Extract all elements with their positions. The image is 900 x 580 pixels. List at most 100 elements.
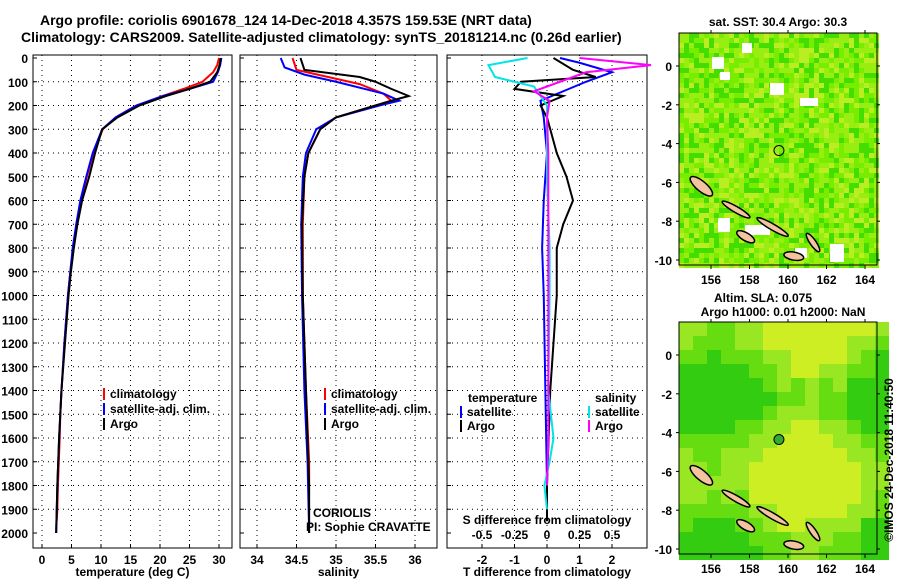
map-pixel [834,118,839,123]
map-pixel [819,173,824,178]
map-pixel [805,546,819,560]
map-pixel [809,168,814,173]
map-pixel [769,218,774,223]
map-pixel [779,123,784,128]
map-pixel [849,113,854,118]
map-pixel [694,133,699,138]
map-pixel [789,68,794,73]
map-pixel [735,462,749,476]
map-pixel [864,148,869,153]
map-pixel [794,238,799,243]
map-pixel [714,243,719,248]
map-pixel [709,233,714,238]
map-pixel [754,253,759,258]
map-pixel [849,153,854,158]
map-pixel [794,48,799,53]
map-pixel [789,193,794,198]
map-pixel [709,228,714,233]
map-pixel [844,198,849,203]
map-pixel [734,103,739,108]
map-pixel [764,238,769,243]
map-pixel [839,98,844,103]
map-pixel [804,148,809,153]
map-pixel [735,336,749,350]
map-pixel [779,78,784,83]
map-pixel [714,118,719,123]
missing-data-patch [830,244,844,262]
map-pixel [729,33,734,38]
map-pixel [809,88,814,93]
map-pixel [829,148,834,153]
map-pixel [844,178,849,183]
map-pixel [839,203,844,208]
map-pixel [684,203,689,208]
map-pixel [854,138,859,143]
map-pixel [754,133,759,138]
map-pixel [749,253,754,258]
map-pixel [769,33,774,38]
map-pixel [854,133,859,138]
map-pixel [809,43,814,48]
map-pixel [759,68,764,73]
map-pixel [759,178,764,183]
map-pixel [799,158,804,163]
map-pixel [833,490,847,504]
map-pixel [875,336,889,350]
map-pixel [869,33,874,38]
map-pixel [679,392,693,406]
map-pixel [799,108,804,113]
map-pixel [824,188,829,193]
map-pixel [784,58,789,63]
map-pixel [689,173,694,178]
map-pixel [869,168,874,173]
map-pixel [804,123,809,128]
map-pixel [819,248,824,253]
y-tick-label: 900 [8,266,28,280]
map-pixel [784,198,789,203]
map-pixel [847,392,861,406]
map-pixel [694,103,699,108]
map-pixel [819,518,833,532]
map-pixel [719,243,724,248]
map-pixel [844,148,849,153]
map-pixel [849,183,854,188]
map-pixel [809,253,814,258]
map-pixel [844,228,849,233]
map-pixel [679,108,684,113]
map-pixel [714,143,719,148]
map-pixel [864,93,869,98]
map-pixel [814,188,819,193]
map-pixel [875,392,889,406]
map-pixel [789,128,794,133]
map-pixel [764,208,769,213]
map-pixel [849,218,854,223]
map-pixel [699,153,704,158]
map-pixel [819,148,824,153]
map-pixel [804,93,809,98]
map-pixel [694,48,699,53]
map-pixel [809,123,814,128]
map-pixel [679,203,684,208]
map-pixel [684,83,689,88]
map-pixel [689,123,694,128]
map-pixel [834,73,839,78]
map-pixel [804,53,809,58]
map-pixel [734,238,739,243]
map-pixel [829,58,834,63]
map-pixel [804,128,809,133]
map-pixel [739,183,744,188]
map-pixel [699,58,704,63]
map-pixel [784,43,789,48]
map-pixel [833,434,847,448]
map-pixel [739,103,744,108]
map-pixel [684,128,689,133]
map-pixel [829,203,834,208]
map-pixel [814,198,819,203]
y-tick-label: 700 [8,218,28,232]
map-pixel [809,113,814,118]
map-pixel [729,108,734,113]
map-pixel [794,123,799,128]
map-pixel [819,228,824,233]
map-pixel [759,118,764,123]
map-pixel [724,63,729,68]
